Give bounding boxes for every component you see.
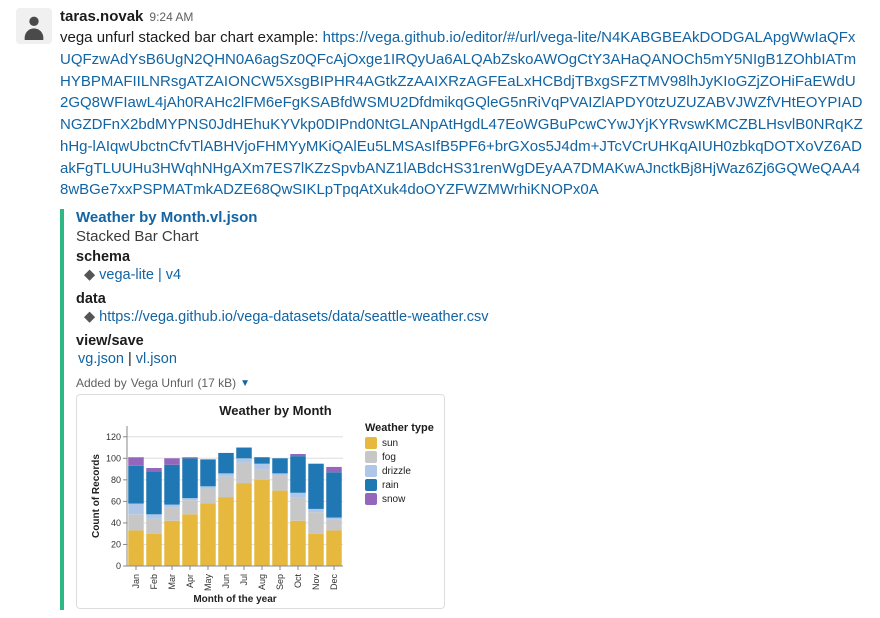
chart-preview[interactable]: Weather by Month 0 20 40 60 80 100 120 Jan Feb Ma… [76,394,445,609]
message-timestamp[interactable]: 9:24 AM [149,10,193,24]
vgjson-link[interactable]: vg.json [78,351,124,367]
svg-text:60: 60 [111,497,121,507]
svg-text:40: 40 [111,518,121,528]
author-name[interactable]: taras.novak [60,8,143,25]
svg-text:Jul: Jul [239,574,249,586]
message-header: taras.novak 9:24 AM [60,8,864,25]
svg-text:80: 80 [111,475,121,485]
legend-label: snow [382,494,405,505]
legend-item-drizzle: drizzle [365,465,434,477]
message-body: vega unfurl stacked bar chart example: h… [60,27,864,201]
svg-text:Feb: Feb [149,574,159,590]
field-value-view: vg.json | vl.json [78,349,864,371]
attachment: Weather by Month.vl.json Stacked Bar Cha… [60,209,864,610]
svg-text:Mar: Mar [167,574,177,590]
legend-label: rain [382,480,399,491]
chart-svg: 0 20 40 60 80 100 120 Jan Feb Mar Apr May Jun Jul Aug S… [87,422,347,606]
message: taras.novak 9:24 AM vega unfurl stacked … [16,8,864,610]
legend-item-snow: snow [365,493,434,505]
legend-item-fog: fog [365,451,434,463]
svg-text:Dec: Dec [329,574,339,591]
vljson-link[interactable]: vl.json [136,351,177,367]
field-label-view: view/save [76,333,864,349]
attachment-subtitle: Stacked Bar Chart [76,228,864,245]
footer-size: (17 kB) [197,376,236,390]
svg-text:Jun: Jun [221,574,231,589]
field-label-data: data [76,291,864,307]
svg-text:Count of Records: Count of Records [91,454,102,538]
data-link[interactable]: https://vega.github.io/vega-datasets/dat… [99,309,488,325]
chart-legend: Weather type sun fog drizzle rain snow [365,422,434,507]
svg-text:Aug: Aug [257,574,267,590]
legend-item-sun: sun [365,437,434,449]
message-content: taras.novak 9:24 AM vega unfurl stacked … [60,8,864,610]
legend-item-rain: rain [365,479,434,491]
schema-link[interactable]: vega-lite | v4 [99,267,181,283]
collapse-caret-icon[interactable]: ▼ [240,378,250,389]
legend-label: drizzle [382,466,411,477]
field-value-schema: ◆vega-lite | v4 [78,265,864,287]
svg-text:Nov: Nov [311,574,321,591]
svg-text:May: May [203,574,213,592]
legend-label: sun [382,438,398,449]
attachment-title[interactable]: Weather by Month.vl.json [76,209,257,226]
svg-text:Jan: Jan [131,574,141,589]
legend-label: fog [382,452,396,463]
attachment-footer: Added by Vega Unfurl (17 kB) ▼ [76,376,864,390]
svg-text:0: 0 [116,561,121,571]
svg-text:Apr: Apr [185,574,195,588]
chart-title: Weather by Month [117,403,434,418]
svg-text:100: 100 [106,454,121,464]
legend-swatch [365,465,377,477]
person-icon [20,12,48,40]
legend-swatch [365,451,377,463]
svg-text:Month of the year: Month of the year [193,594,276,605]
svg-text:Sep: Sep [275,574,285,590]
avatar[interactable] [16,8,52,44]
footer-app: Vega Unfurl [131,376,194,390]
legend-swatch [365,437,377,449]
message-text: vega unfurl stacked bar chart example: [60,29,323,46]
legend-swatch [365,493,377,505]
field-label-schema: schema [76,249,864,265]
message-url[interactable]: https://vega.github.io/editor/#/url/vega… [60,29,863,198]
svg-text:Oct: Oct [293,574,303,589]
svg-text:120: 120 [106,432,121,442]
legend-title: Weather type [365,422,434,434]
legend-swatch [365,479,377,491]
field-value-data: ◆https://vega.github.io/vega-datasets/da… [78,307,864,329]
svg-text:20: 20 [111,540,121,550]
footer-prefix: Added by [76,376,127,390]
